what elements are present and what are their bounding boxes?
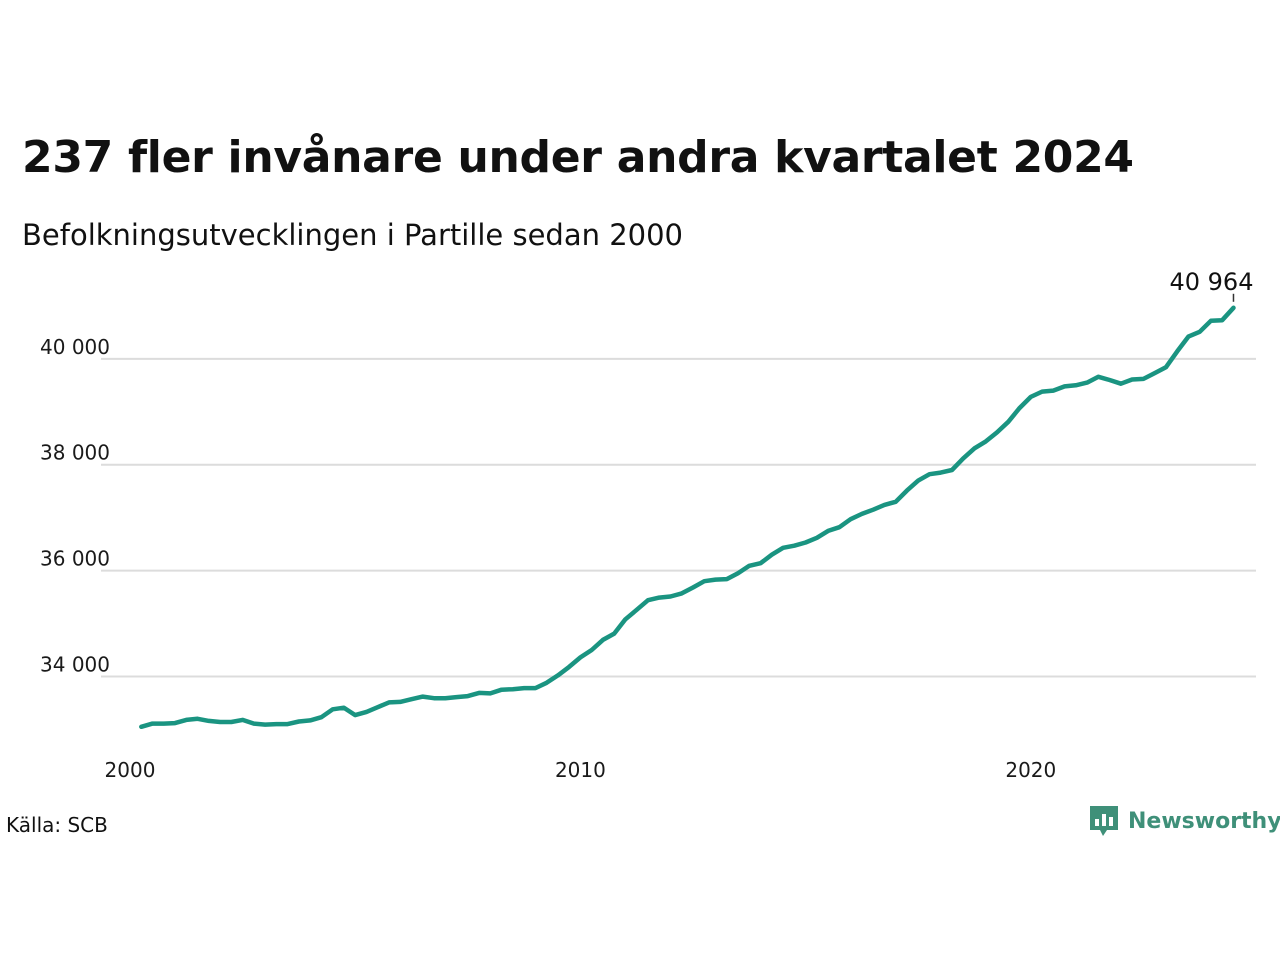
annotation-layer: 40 964	[1169, 268, 1253, 302]
x-tick-label: 2020	[1005, 758, 1056, 782]
y-axis-ticks: 34 000 36 000 38 000 40 000	[40, 335, 110, 677]
brand-name: Newsworthy	[1128, 808, 1280, 834]
brand-logo[interactable]: Newsworthy	[1088, 804, 1280, 838]
end-value-label: 40 964	[1169, 268, 1253, 296]
x-tick-label: 2000	[105, 758, 156, 782]
series-line	[139, 305, 1236, 730]
x-tick-label: 2010	[555, 758, 606, 782]
x-axis-ticks: 2000 2010 2020	[105, 758, 1057, 782]
newsworthy-logo-icon	[1090, 806, 1118, 836]
y-tick-label: 34 000	[40, 652, 110, 676]
y-tick-label: 40 000	[40, 335, 110, 359]
gridlines	[101, 357, 1256, 678]
series-layer	[139, 305, 1236, 730]
chart-title: 237 fler invånare under andra kvartalet …	[22, 132, 1134, 183]
source-note: Källa: SCB	[6, 813, 108, 837]
y-tick-label: 38 000	[40, 441, 110, 465]
y-tick-label: 36 000	[40, 547, 110, 571]
chart-subtitle: Befolkningsutvecklingen i Partille sedan…	[22, 218, 683, 252]
